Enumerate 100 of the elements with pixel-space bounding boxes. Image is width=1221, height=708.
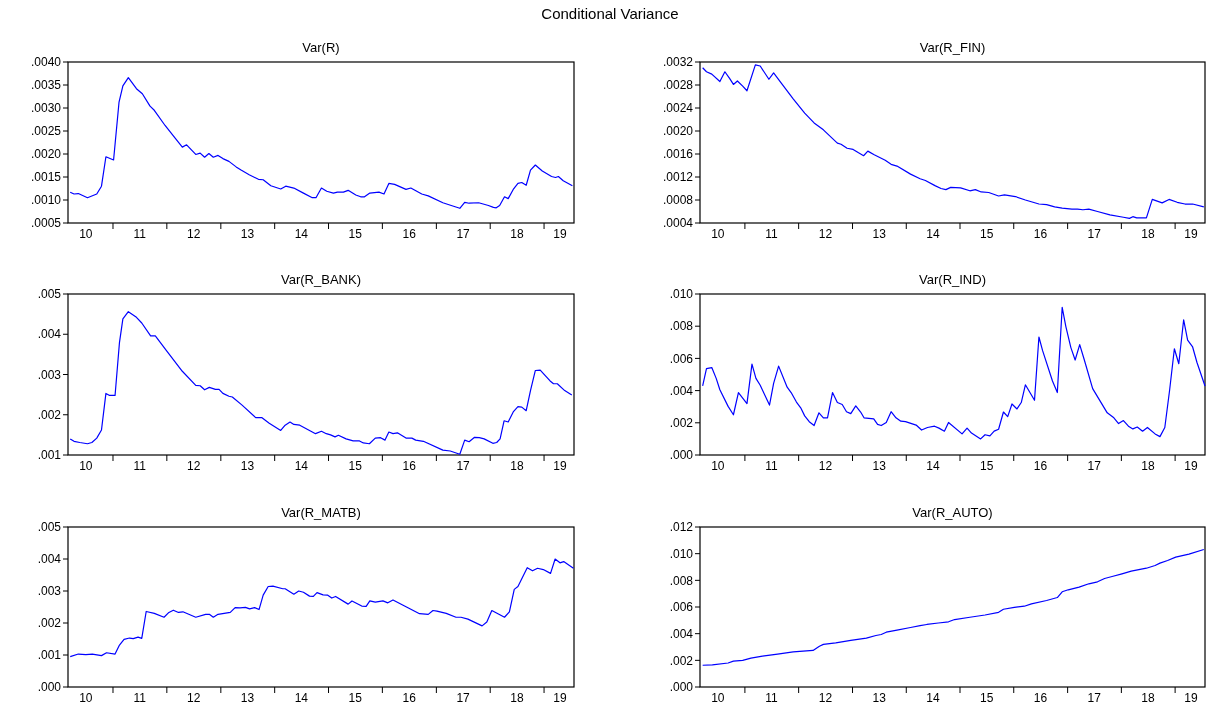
x-tick-label: 11 (765, 691, 779, 705)
x-tick-label: 14 (294, 459, 309, 473)
chart-title: Var(R_BANK) (281, 272, 361, 287)
y-tick-label: .0020 (30, 147, 62, 162)
x-tick-label: 10 (79, 459, 93, 473)
y-tick-label: .0040 (30, 55, 62, 70)
y-tick-label: .0025 (30, 124, 62, 139)
y-tick-label: .004 (669, 626, 694, 641)
x-tick-label: 19 (553, 459, 567, 473)
x-tick-label: 18 (1141, 227, 1156, 241)
y-tick-label: .001 (37, 448, 62, 463)
x-tick-label: 12 (818, 227, 833, 241)
y-tick-label: .0028 (662, 78, 694, 93)
x-tick-label: 10 (79, 227, 93, 241)
x-tick-label: 16 (1033, 691, 1048, 705)
x-tick-label: 13 (872, 691, 887, 705)
y-tick-label: .004 (37, 327, 62, 342)
x-tick-label: 19 (553, 691, 567, 705)
x-tick-label: 12 (187, 227, 201, 241)
x-tick-label: 16 (1033, 227, 1048, 241)
x-tick-label: 17 (1087, 459, 1102, 473)
y-tick-label: .006 (669, 351, 694, 366)
x-tick-label: 15 (979, 691, 994, 705)
x-tick-label: 19 (1184, 691, 1199, 705)
chart-title: Var(R_AUTO) (912, 505, 993, 520)
line-series (69, 558, 575, 658)
x-tick-label: 18 (510, 691, 524, 705)
x-tick-label: 11 (133, 459, 147, 473)
text: Conditional Variance (541, 5, 679, 22)
x-tick-label: 17 (1087, 227, 1102, 241)
y-tick-label: .0024 (662, 101, 694, 116)
x-tick-label: 16 (402, 227, 417, 241)
y-tick-label: .012 (669, 520, 694, 535)
y-tick-label: .0016 (662, 147, 694, 162)
y-tick-label: .006 (669, 600, 694, 615)
y-tick-label: .0010 (30, 193, 62, 208)
x-tick-label: 19 (553, 227, 567, 241)
y-tick-label: .003 (37, 584, 62, 599)
x-tick-label: 11 (133, 691, 147, 705)
x-tick-label: 14 (926, 691, 940, 705)
x-tick-label: 11 (133, 227, 147, 241)
y-tick-label: .0012 (662, 170, 694, 185)
y-tick-label: .0008 (662, 193, 694, 208)
x-tick-label: 14 (926, 227, 940, 241)
x-tick-label: 16 (1033, 459, 1048, 473)
x-tick-label: 18 (510, 459, 524, 473)
x-tick-label: 14 (294, 691, 309, 705)
y-tick-label: .010 (669, 287, 694, 302)
y-tick-label: .0035 (30, 78, 62, 93)
y-tick-label: .0005 (30, 216, 62, 231)
y-tick-label: .000 (37, 680, 62, 695)
y-tick-label: .004 (37, 552, 62, 567)
y-tick-label: .003 (37, 367, 62, 382)
x-tick-label: 15 (979, 227, 994, 241)
y-tick-label: .004 (669, 383, 694, 398)
y-tick-label: .002 (669, 653, 694, 668)
y-tick-label: .0004 (662, 216, 694, 231)
x-tick-label: 13 (240, 459, 255, 473)
chart-title: Var(R_FIN) (919, 40, 986, 55)
x-tick-label: 19 (1184, 227, 1199, 241)
x-tick-label: 18 (1141, 691, 1156, 705)
x-tick-label: 14 (926, 459, 940, 473)
line-series (69, 77, 573, 209)
y-tick-label: .005 (37, 520, 62, 535)
x-tick-label: 10 (79, 691, 93, 705)
chart-title: Var(R_MATB) (281, 505, 361, 520)
x-tick-label: 16 (402, 691, 417, 705)
x-tick-label: 17 (456, 227, 471, 241)
y-tick-label: .010 (669, 546, 694, 561)
y-tick-label: .0032 (662, 55, 694, 70)
x-tick-label: 19 (1184, 459, 1199, 473)
y-tick-label: .005 (37, 287, 62, 302)
y-tick-label: .001 (37, 648, 62, 663)
x-tick-label: 17 (456, 459, 471, 473)
y-tick-label: .002 (37, 616, 62, 631)
x-tick-label: 13 (240, 691, 255, 705)
x-tick-label: 15 (348, 227, 363, 241)
x-tick-label: 13 (872, 459, 887, 473)
x-tick-label: 11 (765, 459, 779, 473)
x-tick-label: 11 (765, 227, 779, 241)
line-series (702, 548, 1205, 666)
x-tick-label: 12 (187, 691, 201, 705)
x-tick-label: 16 (402, 459, 417, 473)
line-series (69, 311, 573, 455)
x-tick-label: 14 (294, 227, 309, 241)
y-tick-label: .002 (669, 416, 694, 430)
x-tick-label: 15 (348, 459, 363, 473)
x-tick-label: 12 (187, 459, 201, 473)
chart-title: Var(R_IND) (919, 272, 986, 287)
x-tick-label: 18 (1141, 459, 1156, 473)
x-tick-label: 15 (979, 459, 994, 473)
y-tick-label: .008 (669, 319, 694, 334)
x-tick-label: 10 (711, 691, 725, 705)
x-tick-label: 10 (711, 459, 725, 473)
x-tick-label: 15 (348, 691, 363, 705)
y-tick-label: .0020 (662, 124, 694, 139)
x-tick-label: 12 (818, 691, 833, 705)
line-series (702, 64, 1205, 219)
chart-title: Var(R) (302, 40, 340, 55)
y-tick-label: .008 (669, 573, 694, 588)
